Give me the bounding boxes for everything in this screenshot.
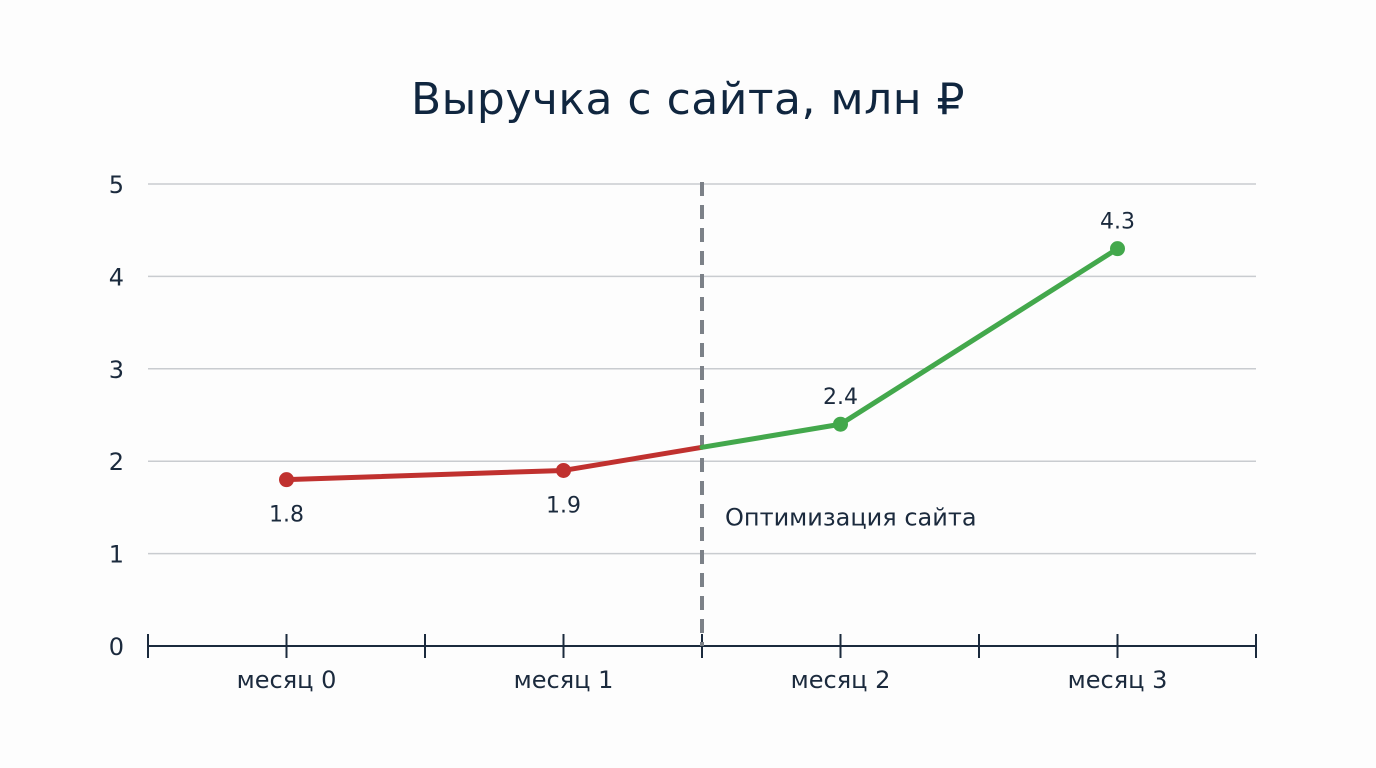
annotation-label: Оптимизация сайта <box>725 504 977 532</box>
y-tick-label-0: 0 <box>109 633 124 661</box>
x-tick-label-1: месяц 1 <box>514 666 614 694</box>
data-label-1: 1.9 <box>546 493 581 518</box>
y-tick-label-3: 3 <box>109 356 124 384</box>
y-tick-label-1: 1 <box>109 541 124 569</box>
data-label-0: 1.8 <box>269 503 304 528</box>
data-point-2 <box>833 416 848 432</box>
data-label-2: 2.4 <box>823 385 858 410</box>
data-point-3 <box>1110 241 1125 257</box>
y-tick-label-4: 4 <box>109 263 124 291</box>
y-tick-label-5: 5 <box>109 171 124 199</box>
series-line-after <box>699 246 1120 450</box>
series-line-before <box>284 444 705 483</box>
data-point-1 <box>556 462 571 478</box>
x-tick-label-0: месяц 0 <box>237 666 337 694</box>
chart-title: Выручка с сайта, млн ₽ <box>411 74 965 125</box>
x-tick-label-3: месяц 3 <box>1068 666 1168 694</box>
x-tick-label-2: месяц 2 <box>791 666 891 694</box>
data-label-3: 4.3 <box>1100 210 1135 235</box>
data-point-0 <box>279 472 294 488</box>
y-tick-label-2: 2 <box>109 448 124 476</box>
